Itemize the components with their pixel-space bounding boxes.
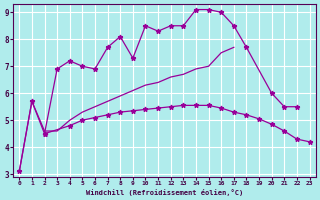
- X-axis label: Windchill (Refroidissement éolien,°C): Windchill (Refroidissement éolien,°C): [86, 189, 243, 196]
